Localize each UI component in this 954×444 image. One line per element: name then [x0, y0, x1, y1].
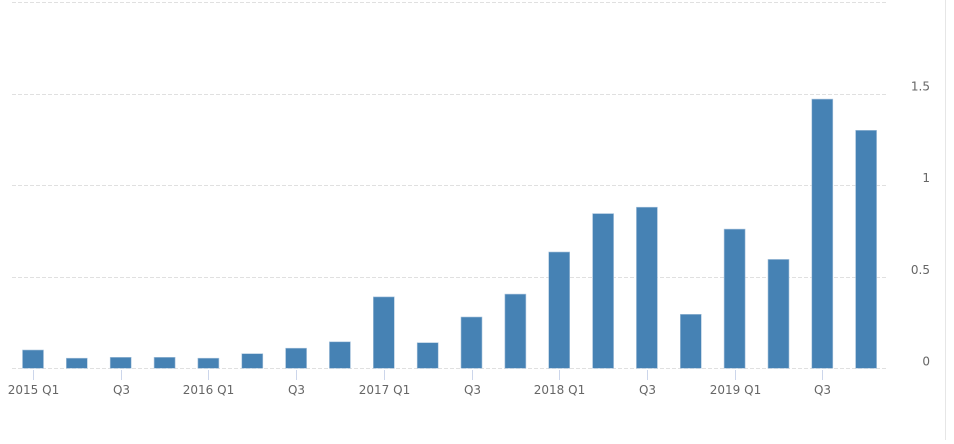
panel-border — [945, 0, 946, 440]
bar-2018-q4[interactable] — [679, 313, 702, 369]
x-tick-label: 2018 Q1 — [534, 383, 585, 397]
gridlines — [12, 2, 887, 369]
x-tick-label: Q3 — [113, 383, 130, 397]
bar-series — [22, 98, 877, 369]
y-tick-label: 1.5 — [911, 80, 930, 94]
bar-2015-q3[interactable] — [109, 356, 132, 369]
bar-2019-q3[interactable] — [811, 98, 834, 369]
bar-2018-q2[interactable] — [592, 213, 614, 369]
bar-2016-q1[interactable] — [197, 357, 220, 369]
bar-2015-q2[interactable] — [66, 357, 88, 369]
x-tick-label: Q3 — [814, 383, 831, 397]
bar-2016-q4[interactable] — [329, 341, 351, 369]
bar-2018-q1[interactable] — [548, 251, 571, 369]
x-tick-label: Q3 — [464, 383, 481, 397]
bar-2019-q1[interactable] — [723, 228, 746, 369]
bar-2017-q3[interactable] — [460, 316, 483, 369]
bar-2018-q3[interactable] — [636, 206, 658, 369]
x-axis: 2015 Q1 Q3 2016 Q1 Q3 2017 Q1 Q3 2018 Q1 Q3 2019… — [8, 370, 831, 397]
x-tick-label: 2017 Q1 — [359, 383, 410, 397]
x-tick-label: 2016 Q1 — [183, 383, 234, 397]
y-tick-label: 0 — [922, 354, 930, 368]
bar-2015-q4[interactable] — [153, 356, 176, 369]
x-tick-label: 2015 Q1 — [8, 383, 59, 397]
bar-2016-q2[interactable] — [241, 353, 264, 369]
x-tick-label: Q3 — [288, 383, 305, 397]
bar-2015-q1[interactable] — [22, 349, 44, 369]
bar-2017-q2[interactable] — [416, 342, 439, 369]
bar-2016-q3[interactable] — [285, 347, 307, 369]
bar-2017-q1[interactable] — [372, 296, 395, 369]
bar-2019-q4[interactable] — [855, 130, 877, 369]
y-tick-label: 1 — [922, 171, 930, 185]
y-tick-label: 0.5 — [911, 263, 930, 277]
bar-2019-q2[interactable] — [767, 259, 790, 369]
x-tick-label: Q3 — [639, 383, 656, 397]
y-axis: 0 0.5 1 1.5 — [911, 80, 930, 369]
x-tick-label: 2019 Q1 — [710, 383, 761, 397]
bar-2017-q4[interactable] — [504, 293, 527, 369]
